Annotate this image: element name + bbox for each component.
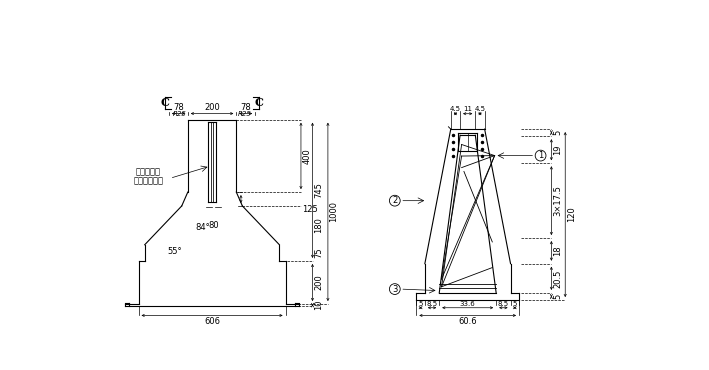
Text: 80: 80 — [208, 221, 219, 230]
Text: 84°: 84° — [196, 223, 211, 232]
Text: 1: 1 — [538, 151, 543, 160]
Text: 11: 11 — [463, 106, 472, 112]
Text: 1000: 1000 — [330, 201, 338, 222]
Text: 55°: 55° — [168, 247, 182, 256]
Text: R25: R25 — [238, 111, 252, 117]
Text: 18: 18 — [553, 246, 562, 256]
Text: 78: 78 — [173, 102, 184, 112]
Text: 5: 5 — [553, 130, 562, 135]
Text: 3: 3 — [392, 285, 398, 293]
Text: 400: 400 — [303, 148, 311, 164]
Text: 预埋矩形钢管: 预埋矩形钢管 — [133, 176, 163, 185]
Text: 19: 19 — [553, 145, 562, 155]
Text: 745: 745 — [314, 182, 323, 198]
Text: 3×17.5: 3×17.5 — [553, 185, 562, 216]
Text: 60.6: 60.6 — [459, 317, 477, 326]
Text: 606: 606 — [204, 317, 220, 326]
Text: 8.5: 8.5 — [498, 300, 509, 307]
Text: 2: 2 — [392, 196, 398, 205]
Text: 8.5: 8.5 — [427, 300, 437, 307]
Text: C: C — [160, 97, 169, 108]
Text: 33.6: 33.6 — [460, 300, 476, 307]
Text: 5: 5 — [513, 300, 517, 307]
Text: 4.5: 4.5 — [450, 106, 461, 112]
Text: 120: 120 — [566, 207, 576, 222]
Text: R25: R25 — [172, 111, 186, 117]
Text: 4.5: 4.5 — [474, 106, 486, 112]
Text: 75: 75 — [314, 248, 323, 258]
Text: 78: 78 — [240, 102, 251, 112]
Text: 180: 180 — [314, 218, 323, 233]
Text: 纵向连接部: 纵向连接部 — [135, 167, 161, 176]
Text: 10: 10 — [314, 300, 323, 310]
Text: 200: 200 — [314, 275, 323, 290]
Text: 20.5: 20.5 — [553, 269, 562, 287]
Text: C: C — [255, 97, 264, 108]
Text: 5: 5 — [418, 300, 423, 307]
Text: 5: 5 — [553, 294, 562, 299]
Text: 125: 125 — [303, 205, 318, 213]
Text: 200: 200 — [204, 102, 220, 112]
